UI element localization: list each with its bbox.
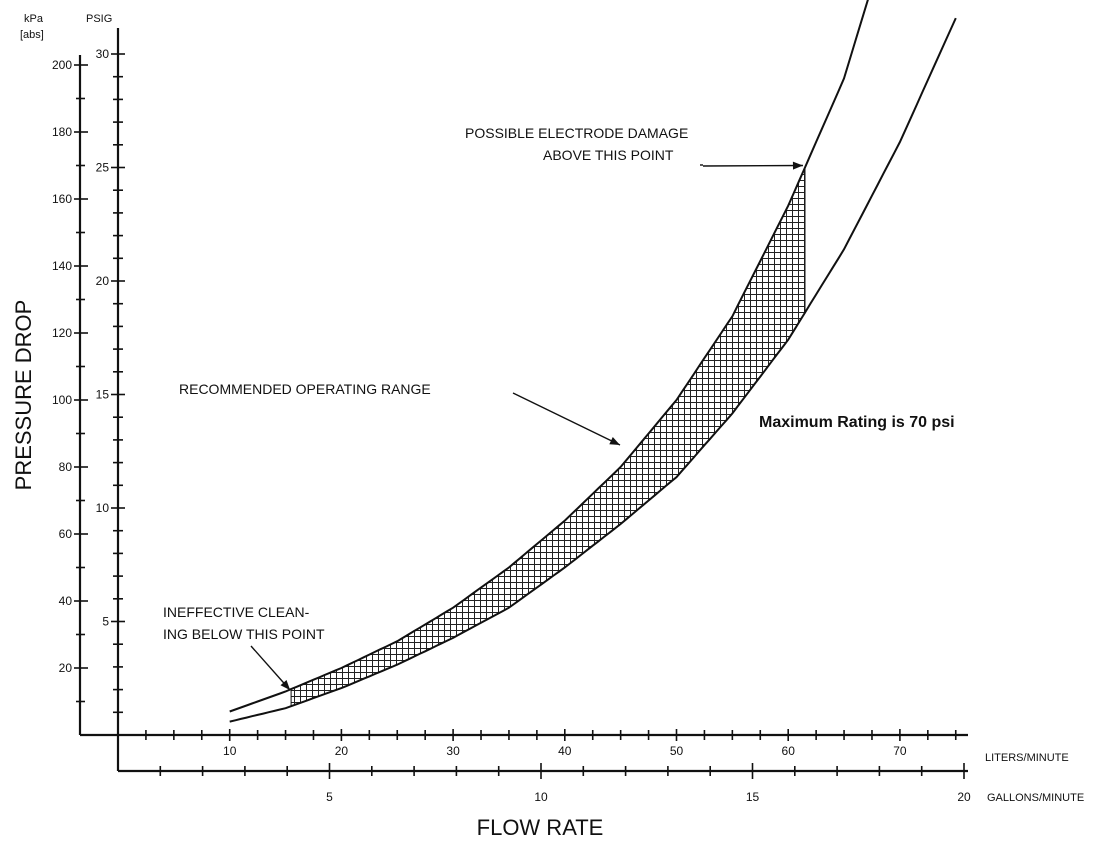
psig-tick-label: 15 xyxy=(96,388,110,402)
lpm-tick-label: 60 xyxy=(782,744,796,758)
psig-tick-label: 25 xyxy=(96,161,110,175)
electrode-arrow-head xyxy=(792,161,803,170)
upper-curve xyxy=(229,0,869,713)
kpa-tick-label: 40 xyxy=(59,594,73,608)
annotation-electrode-line2: ABOVE THIS POINT xyxy=(543,147,674,163)
range-arrow-line xyxy=(512,392,621,446)
lpm-tick-label: 40 xyxy=(558,744,572,758)
annotation-cleaning-line2: ING BELOW THIS POINT xyxy=(163,626,325,642)
psig-tick-label: 10 xyxy=(96,501,110,515)
lpm-tick-label: 70 xyxy=(893,744,907,758)
kpa-tick-label: 180 xyxy=(52,125,72,139)
lower-curve xyxy=(229,17,957,723)
kpa-tick-label: 60 xyxy=(59,527,73,541)
kpa-unit-label: kPa xyxy=(24,13,44,25)
lpm-tick-label: 50 xyxy=(670,744,684,758)
psig-tick-label: 5 xyxy=(102,615,109,629)
gpm-unit-label: GALLONS/MINUTE xyxy=(987,792,1084,804)
psig-unit-label: PSIG xyxy=(86,13,112,25)
lpm-unit-label: LITERS/MINUTE xyxy=(985,752,1069,764)
kpa-unit-sub-label: [abs] xyxy=(20,29,44,41)
y-axis-title: PRESSURE DROP xyxy=(11,300,36,491)
cleaning-arrow-head xyxy=(280,680,291,691)
kpa-tick-label: 200 xyxy=(52,58,72,72)
psig-tick-label: 20 xyxy=(96,274,110,288)
gpm-tick-label: 5 xyxy=(326,790,333,804)
lpm-tick-label: 30 xyxy=(446,744,460,758)
kpa-tick-label: 160 xyxy=(52,192,72,206)
annotation-cleaning-line1: INEFFECTIVE CLEAN- xyxy=(163,604,310,620)
gpm-tick-label: 10 xyxy=(534,790,548,804)
lpm-tick-label: 10 xyxy=(223,744,237,758)
range-arrow-head xyxy=(609,437,620,445)
operating-range-hatch xyxy=(290,167,806,707)
gpm-tick-label: 15 xyxy=(746,790,760,804)
psig-tick-label: 30 xyxy=(96,47,110,61)
lpm-tick-label: 20 xyxy=(335,744,349,758)
kpa-tick-label: 100 xyxy=(52,393,72,407)
kpa-tick-label: 120 xyxy=(52,326,72,340)
x-axis-title: FLOW RATE xyxy=(477,815,604,840)
kpa-tick-label: 140 xyxy=(52,259,72,273)
chart-plot-area: 20 40 60 80 100 120 140 160 180 200 5 10 15 20 25 30 10 2… xyxy=(52,0,971,804)
annotation-range: RECOMMENDED OPERATING RANGE xyxy=(179,381,431,397)
gpm-tick-label: 20 xyxy=(957,790,971,804)
annotation-max-rating: Maximum Rating is 70 psi xyxy=(759,414,955,431)
annotation-electrode-line1: POSSIBLE ELECTRODE DAMAGE xyxy=(465,125,688,141)
kpa-tick-label: 80 xyxy=(59,460,73,474)
kpa-tick-label: 20 xyxy=(59,661,73,675)
